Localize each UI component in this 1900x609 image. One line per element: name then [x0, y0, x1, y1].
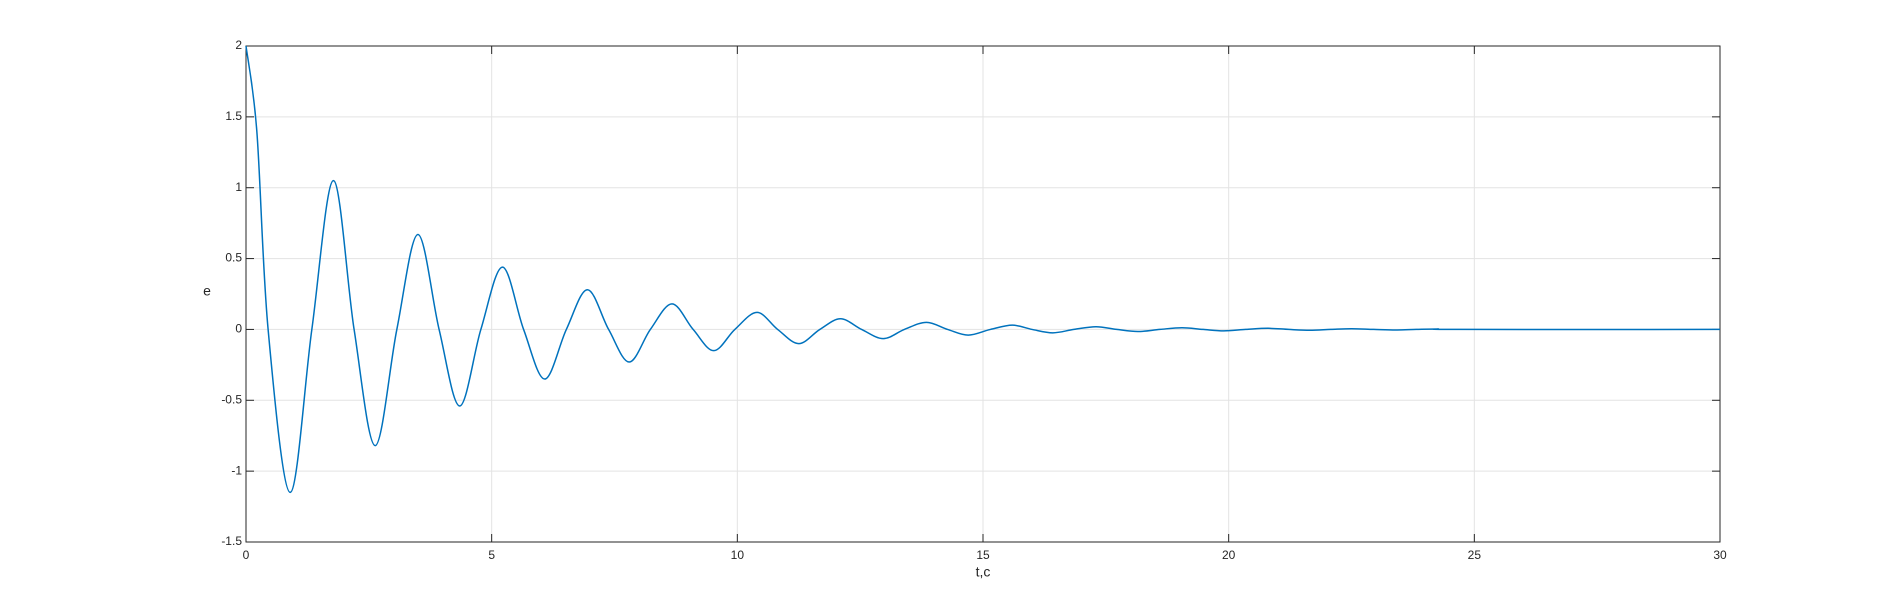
x-axis-label: t,c	[976, 564, 991, 580]
x-tick-label: 10	[731, 548, 745, 562]
y-tick-label: 0	[235, 322, 242, 336]
x-tick-label: 30	[1713, 548, 1727, 562]
y-tick-label: 1.5	[225, 109, 242, 123]
y-tick-label: 1	[235, 180, 242, 194]
y-tick-label: -1	[231, 463, 242, 477]
x-tick-label: 5	[488, 548, 495, 562]
y-tick-label: 2	[235, 38, 242, 52]
y-tick-label: -0.5	[221, 392, 242, 406]
x-tick-label: 0	[243, 548, 250, 562]
line-series	[245, 45, 1721, 494]
x-tick-label: 15	[976, 548, 990, 562]
y-tick-label: 0.5	[225, 251, 242, 265]
x-tick-label: 25	[1468, 548, 1482, 562]
x-tick-label: 20	[1222, 548, 1236, 562]
y-tick-label: -1.5	[221, 534, 242, 548]
plot-frame	[245, 45, 1721, 543]
y-axis-label: e	[203, 283, 211, 299]
